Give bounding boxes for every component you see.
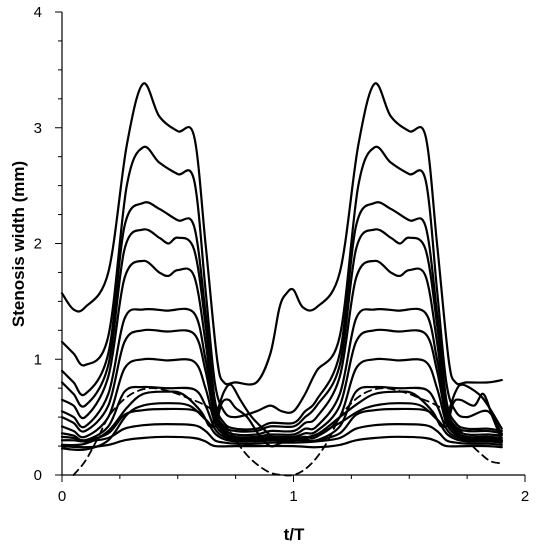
dashed-series-line <box>72 387 503 477</box>
series-line-11 <box>60 423 503 446</box>
x-tick-label: 0 <box>58 488 66 505</box>
series-line-2 <box>60 145 503 436</box>
y-axis: 0 1 2 3 4 Stenosis width (mm) <box>9 4 63 484</box>
series-line-4 <box>60 228 503 435</box>
y-tick-label: 4 <box>34 4 42 21</box>
series-line-1 <box>60 82 503 386</box>
x-axis-ticks: 0 1 2 <box>58 475 529 505</box>
y-tick-label: 0 <box>34 467 42 484</box>
x-tick-label: 2 <box>521 488 529 505</box>
x-tick-label: 1 <box>289 488 297 505</box>
x-axis: 0 1 2 t/T <box>58 474 529 544</box>
series-line-6 <box>60 307 503 440</box>
y-tick-label: 2 <box>34 236 42 253</box>
y-tick-label: 3 <box>34 120 42 137</box>
series-line-14 <box>60 383 503 447</box>
y-axis-ticks: 0 1 2 3 4 <box>34 4 62 484</box>
y-axis-title: Stenosis width (mm) <box>9 161 28 327</box>
y-tick-label: 1 <box>34 351 42 368</box>
x-axis-title: t/T <box>284 525 305 544</box>
series-layer <box>60 82 503 477</box>
series-line-13 <box>60 392 503 452</box>
series-line-12 <box>60 435 503 449</box>
series-line-3 <box>60 201 503 433</box>
series-line-5 <box>60 259 503 437</box>
series-line-9 <box>60 385 503 443</box>
